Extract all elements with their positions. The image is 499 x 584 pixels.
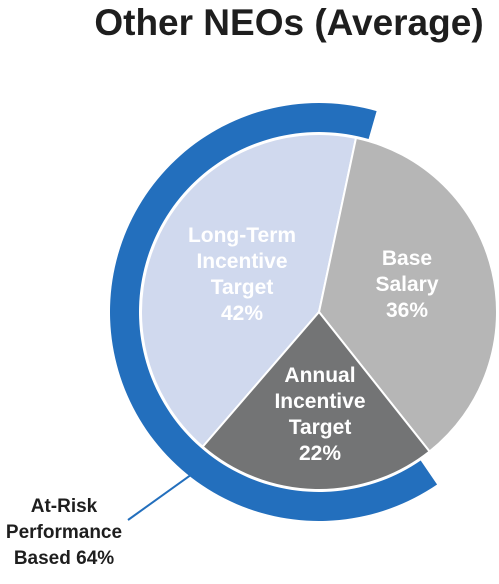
at-risk-callout: At-Risk Performance Based 64% <box>6 472 194 569</box>
slice-label-annual-incentive-target: Annual Incentive Target 22% <box>274 364 365 465</box>
at-risk-leader-line <box>127 472 194 521</box>
pie-slice-annual-incentive-target <box>201 310 431 491</box>
at-risk-arc <box>109 102 438 521</box>
slice-label-base-salary: Base Salary 36% <box>375 247 438 322</box>
at-risk-arc-layer <box>109 102 438 521</box>
at-risk-label: At-Risk Performance Based 64% <box>6 496 122 569</box>
chart-title: Other NEOs (Average) <box>94 2 483 43</box>
pie-slice-long-term-incentive-target <box>140 133 358 449</box>
pie-slice-labels: Long-Term Incentive Target 42% Base Salary 36%… <box>188 224 439 465</box>
pie-slices <box>140 133 498 491</box>
pie-slice-base-salary <box>317 136 498 453</box>
slice-label-long-term-incentive-target: Long-Term Incentive Target 42% <box>188 224 296 325</box>
